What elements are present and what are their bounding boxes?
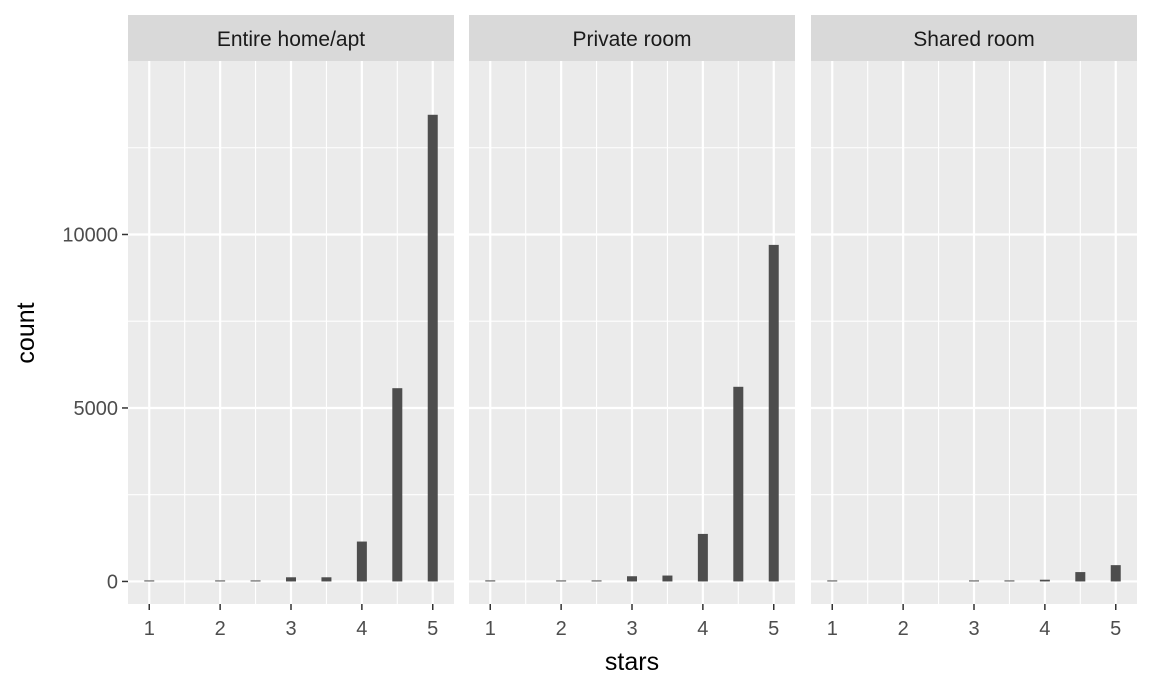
x-tick-label: 4 [356, 618, 367, 640]
facet-strip-label: Shared room [913, 28, 1034, 51]
bar [768, 244, 779, 582]
x-axis-title: stars [605, 648, 659, 676]
facet-strip-label: Entire home/apt [217, 28, 365, 51]
facet-strip [811, 15, 1137, 61]
x-tick-label: 1 [827, 618, 838, 640]
x-tick-label: 1 [485, 618, 496, 640]
bar [392, 388, 403, 582]
facet-panel: Entire home/apt 1 2 3 4 5 [128, 15, 454, 640]
bar [662, 575, 673, 582]
bar [250, 580, 261, 582]
bar [1110, 565, 1121, 582]
bar [733, 386, 744, 582]
x-tick-label: 2 [556, 618, 567, 640]
x-tick-label: 3 [968, 618, 979, 640]
bar [485, 580, 496, 582]
facet-panel: Private room 1 2 3 4 5 [469, 15, 795, 640]
x-tick-label: 3 [285, 618, 296, 640]
y-tick-label: 0 [107, 571, 118, 593]
bar [356, 541, 367, 582]
bar [1004, 580, 1015, 582]
x-tick-label: 4 [697, 618, 708, 640]
facet-strip-label: Private room [572, 28, 691, 51]
bar [215, 580, 226, 582]
x-tick-label: 2 [215, 618, 226, 640]
bar [1039, 579, 1050, 582]
bar [627, 576, 637, 582]
x-tick-label: 2 [898, 618, 909, 640]
y-axis-title: count [12, 302, 40, 363]
bar [427, 114, 438, 582]
x-tick-label: 4 [1039, 618, 1050, 640]
bar [144, 580, 155, 582]
bar [556, 580, 567, 582]
x-tick-label: 5 [427, 618, 438, 640]
x-tick-label: 5 [768, 618, 779, 640]
bar [1075, 572, 1086, 582]
facet-strip [469, 15, 795, 61]
bar [591, 580, 602, 582]
x-tick-label: 1 [144, 618, 155, 640]
bar [321, 577, 332, 582]
bar [286, 577, 296, 582]
bar [969, 580, 979, 582]
x-tick-label: 3 [626, 618, 637, 640]
y-tick-label: 5000 [74, 398, 119, 420]
bar [697, 533, 708, 582]
y-tick-label: 10000 [62, 224, 118, 246]
y-axis: 0 5000 10000 [62, 224, 128, 593]
facet-strip [128, 15, 454, 61]
x-tick-label: 5 [1110, 618, 1121, 640]
facet-panel: Shared room 1 2 3 4 5 [811, 15, 1137, 640]
bar [827, 580, 838, 582]
